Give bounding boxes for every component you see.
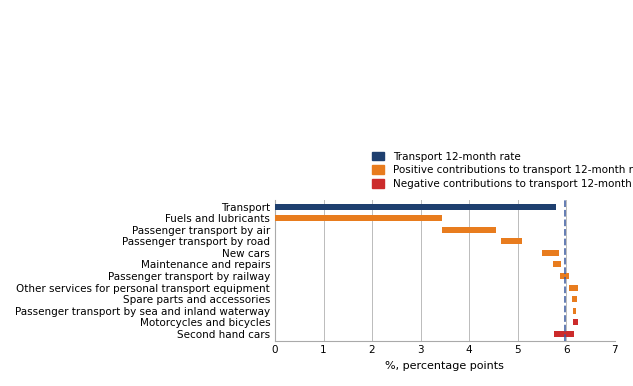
Bar	[560, 273, 569, 279]
Bar	[553, 261, 561, 267]
Bar	[275, 204, 556, 210]
Bar	[568, 284, 579, 291]
Bar	[542, 250, 559, 256]
Bar	[501, 239, 522, 244]
Bar	[442, 227, 496, 233]
Legend: Transport 12-month rate, Positive contributions to transport 12-month rate, Nega: Transport 12-month rate, Positive contri…	[372, 152, 633, 189]
X-axis label: %, percentage points: %, percentage points	[385, 361, 505, 371]
Bar	[554, 331, 574, 337]
Bar	[572, 296, 577, 302]
Bar	[573, 308, 576, 313]
Bar	[573, 319, 578, 325]
Bar	[275, 215, 442, 222]
